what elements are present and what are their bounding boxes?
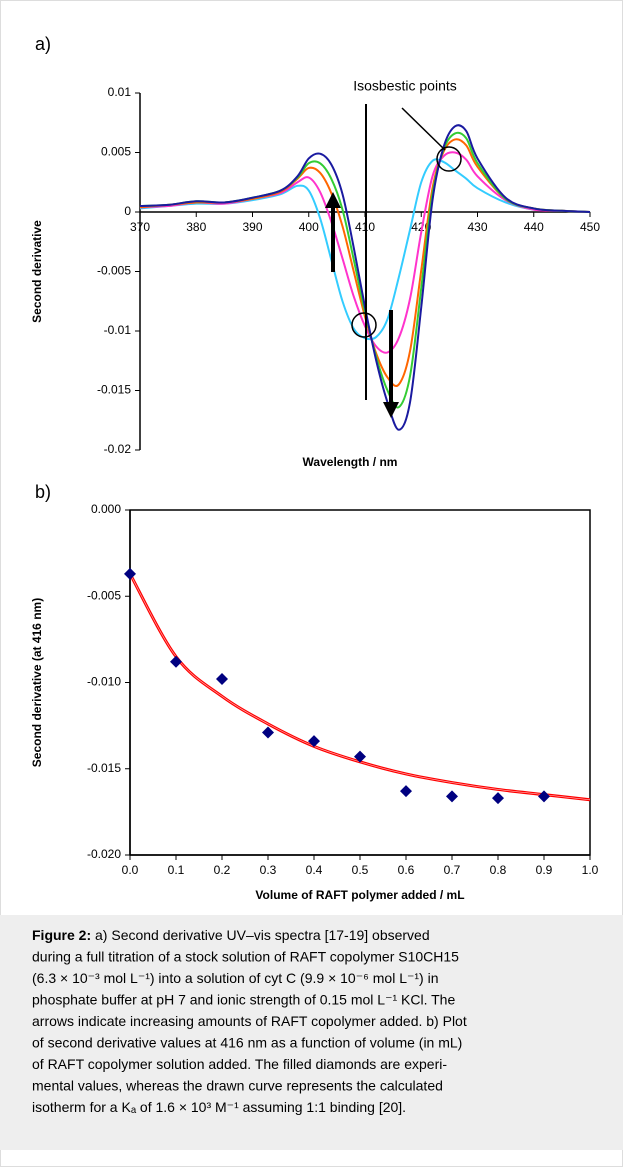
caption-line: mental values, whereas the drawn curve r… xyxy=(32,1078,443,1094)
spectrum-line xyxy=(139,158,591,341)
data-point xyxy=(216,673,228,686)
caption-line: Figure 2: a) Second derivative UV–vis sp… xyxy=(32,927,430,943)
x-tick-label: 1.0 xyxy=(582,863,599,877)
y-tick-label: 0.000 xyxy=(91,502,121,516)
annotation-marks xyxy=(325,104,462,418)
spectrum-line xyxy=(139,124,591,431)
caption-line: arrows indicate increasing amounts of RA… xyxy=(32,1013,467,1029)
x-tick-label: 0.7 xyxy=(444,863,461,877)
y-tick-label: -0.02 xyxy=(104,442,132,456)
panel-label: a) xyxy=(35,34,51,54)
data-point xyxy=(446,790,458,803)
x-tick-label: 430 xyxy=(467,220,487,234)
x-tick-label: 370 xyxy=(130,220,150,234)
x-tick-label: 0.0 xyxy=(122,863,139,877)
caption-label: Figure 2: xyxy=(32,927,91,943)
y-tick-label: 0.01 xyxy=(108,85,132,99)
caption-line: (6.3 × 10⁻³ mol L⁻¹) into a solution of … xyxy=(32,970,439,986)
caption-line: of second derivative values at 416 nm as… xyxy=(32,1035,462,1051)
caption-line: isotherm for a Kₐ of 1.6 × 10³ M⁻¹ assum… xyxy=(32,1099,406,1115)
annotation: Isosbestic points xyxy=(353,78,457,94)
y-tick-label: -0.01 xyxy=(104,323,132,337)
data-point xyxy=(492,792,504,805)
x-tick-label: 0.1 xyxy=(168,863,185,877)
x-tick-label: 0.9 xyxy=(536,863,553,877)
x-tick-label: 400 xyxy=(299,220,319,234)
isosbestic-circle xyxy=(351,312,377,338)
x-tick-label: 0.8 xyxy=(490,863,507,877)
isosbestic-circle xyxy=(436,146,462,172)
data-point xyxy=(538,790,550,803)
x-tick-label: 0.2 xyxy=(214,863,231,877)
data-point xyxy=(354,750,366,763)
y-tick-label: -0.010 xyxy=(87,675,121,689)
caption-box xyxy=(0,915,623,1150)
data-point xyxy=(170,655,182,668)
caption-line: during a full titration of a stock solut… xyxy=(32,949,459,965)
x-axis-title: Wavelength / nm xyxy=(303,455,398,469)
data-point xyxy=(308,735,320,748)
y-tick-label: -0.005 xyxy=(97,264,131,278)
x-tick-label: 0.6 xyxy=(398,863,415,877)
y-tick-label: -0.015 xyxy=(97,383,131,397)
pointer-line xyxy=(401,107,446,151)
x-tick-label: 440 xyxy=(524,220,544,234)
x-axis-title: Volume of RAFT polymer added / mL xyxy=(255,888,464,902)
y-tick-label: -0.005 xyxy=(87,588,121,602)
data-point xyxy=(262,726,274,739)
caption-text: a) Second derivative UV–vis spectra [17-… xyxy=(91,927,430,943)
x-tick-label: 450 xyxy=(580,220,600,234)
x-tick-label: 380 xyxy=(186,220,206,234)
y-axis-title: Second derivative xyxy=(30,220,44,323)
data-point xyxy=(400,785,412,798)
y-tick-label: 0.005 xyxy=(101,145,131,159)
y-axis-title: Second derivative (at 416 nm) xyxy=(30,598,44,767)
x-tick-label: 390 xyxy=(242,220,262,234)
panel-label: b) xyxy=(35,482,51,502)
y-tick-label: 0 xyxy=(124,204,131,218)
x-tick-label: 0.4 xyxy=(306,863,323,877)
y-tick-label: -0.020 xyxy=(87,847,121,861)
data-point xyxy=(124,567,136,580)
y-tick-label: -0.015 xyxy=(87,761,121,775)
x-tick-label: 0.5 xyxy=(352,863,369,877)
caption-line: of RAFT copolymer solution added. The fi… xyxy=(32,1056,447,1072)
x-tick-label: 0.3 xyxy=(260,863,277,877)
spectrum-line xyxy=(139,138,591,387)
caption-line: phosphate buffer at pH 7 and ionic stren… xyxy=(32,992,455,1008)
